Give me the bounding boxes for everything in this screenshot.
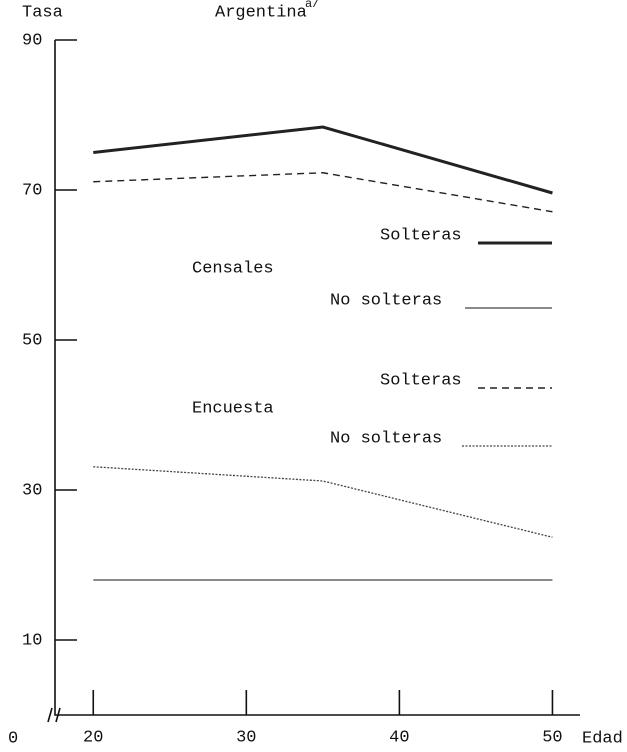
legend-group: Encuesta (192, 399, 274, 418)
legend-label: No solteras (330, 429, 442, 448)
x-tick-label: 20 (83, 728, 103, 747)
y-tick-label: 10 (22, 631, 42, 650)
data-line (93, 172, 553, 213)
x-tick-label: 40 (389, 728, 409, 747)
y-tick-label: 90 (22, 31, 42, 50)
y-tick-label: 30 (22, 481, 42, 500)
x-tick-label: 30 (236, 728, 256, 747)
legend-label: Solteras (380, 226, 462, 245)
y-tick-label: 70 (22, 181, 42, 200)
y-axis-label: Tasa (22, 3, 63, 22)
x-tick-label: 50 (542, 728, 562, 747)
title-note: a/ (305, 0, 319, 11)
legend-group: Censales (192, 259, 274, 278)
y-tick-label: 50 (22, 331, 42, 350)
data-line (93, 466, 553, 538)
axes (54, 40, 580, 716)
x-axis-label: Edad (582, 729, 623, 748)
data-line (93, 125, 553, 195)
chart-title: Argentina (215, 3, 307, 22)
axis-break (47, 707, 61, 723)
legend-label: No solteras (330, 291, 442, 310)
legend-label: Solteras (380, 371, 462, 390)
origin-label: 0 (8, 729, 18, 748)
